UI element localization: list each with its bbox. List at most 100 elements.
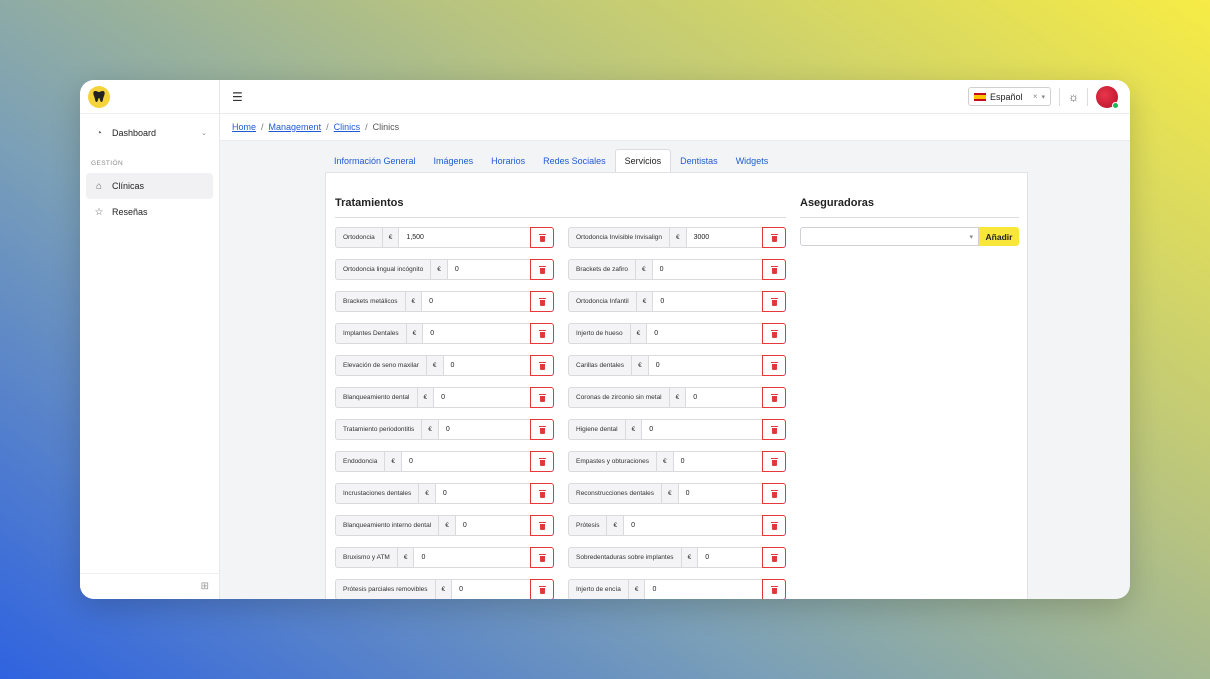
treatment-price-input[interactable]: 0	[437, 419, 530, 440]
delete-treatment-button[interactable]	[762, 291, 786, 312]
delete-treatment-button[interactable]	[530, 547, 554, 568]
breadcrumb: Home / Management / Clinics / Clinics	[220, 114, 1130, 141]
chevron-down-icon: ⌄	[201, 130, 207, 137]
treatment-price-input[interactable]: 0	[641, 419, 762, 440]
menu-icon[interactable]: ☰	[232, 89, 243, 104]
currency-addon: €	[624, 419, 642, 440]
breadcrumb-clinics[interactable]: Clinics	[333, 122, 361, 132]
treatment-price-input[interactable]: 0	[451, 579, 530, 599]
treatment-price-input[interactable]: 0	[652, 291, 762, 312]
currency-addon: €	[396, 547, 414, 568]
delete-treatment-button[interactable]	[530, 355, 554, 376]
sidebar-item-resenas[interactable]: ☆ Reseñas	[86, 199, 213, 225]
tooth-logo-icon[interactable]	[88, 85, 110, 108]
currency-addon: €	[421, 419, 438, 440]
treatment-price-input[interactable]: 0	[446, 259, 530, 280]
breadcrumb-separator: /	[326, 122, 329, 132]
treatment-price-input[interactable]: 0	[422, 323, 530, 344]
breadcrumb-home[interactable]: Home	[232, 122, 257, 132]
sun-icon[interactable]: ☼	[1068, 89, 1079, 104]
delete-treatment-button[interactable]	[530, 579, 554, 599]
delete-treatment-button[interactable]	[762, 515, 786, 536]
treatment-price-input[interactable]: 0	[623, 515, 762, 536]
treatment-row: Empastes y obturaciones €0	[568, 451, 786, 472]
treatment-row: Carillas dentales €0	[568, 355, 786, 376]
trash-icon	[770, 233, 778, 242]
delete-treatment-button[interactable]	[762, 451, 786, 472]
treatment-label: Injerto de encía	[568, 579, 628, 599]
delete-treatment-button[interactable]	[530, 227, 554, 248]
treatment-label: Coronas de zirconio sin metal	[568, 387, 669, 408]
treatment-price-input[interactable]: 0	[454, 515, 530, 536]
chevron-down-icon[interactable]: ▾	[1041, 93, 1045, 101]
treatment-price-input[interactable]: 0	[413, 547, 530, 568]
treatment-row: Injerto de hueso €0	[568, 323, 786, 344]
add-aseguradora-button[interactable]: Añadir	[979, 227, 1019, 246]
tab-bar: Información General Imágenes Horarios Re…	[325, 149, 777, 172]
trash-icon	[538, 265, 546, 274]
treatment-price-input[interactable]: 0	[421, 291, 530, 312]
collapse-sidebar-icon[interactable]: ⊞	[200, 581, 209, 592]
currency-addon: €	[438, 515, 455, 536]
sidebar-item-dashboard[interactable]: ◔ Dashboard ⌄	[86, 120, 213, 146]
delete-treatment-button[interactable]	[530, 323, 554, 344]
servicios-card: Tratamientos Aseguradoras ▾ Añadir Ortod…	[325, 172, 1028, 599]
trash-icon	[770, 297, 778, 306]
tab-imagenes[interactable]: Imágenes	[433, 155, 474, 166]
tab-redes-sociales[interactable]: Redes Sociales	[543, 155, 606, 166]
treatment-price-input[interactable]: 3000	[685, 227, 762, 248]
delete-treatment-button[interactable]	[530, 451, 554, 472]
treatment-price-input[interactable]: 0	[697, 547, 762, 568]
treatment-price-input[interactable]: 0	[434, 483, 530, 504]
delete-treatment-button[interactable]	[762, 483, 786, 504]
treatment-price-input[interactable]: 0	[677, 483, 762, 504]
delete-treatment-button[interactable]	[530, 515, 554, 536]
treatment-price-input[interactable]: 0	[646, 323, 762, 344]
clear-icon[interactable]: ×	[1032, 92, 1038, 101]
delete-treatment-button[interactable]	[530, 483, 554, 504]
delete-treatment-button[interactable]	[762, 387, 786, 408]
spain-flag-icon	[974, 92, 986, 101]
delete-treatment-button[interactable]	[530, 259, 554, 280]
trash-icon	[538, 329, 546, 338]
sidebar-item-clinicas[interactable]: ⌂ Clínicas	[86, 173, 213, 199]
breadcrumb-separator: /	[261, 122, 264, 132]
treatment-row: Coronas de zirconio sin metal €0	[568, 387, 786, 408]
treatment-price-input[interactable]: 0	[400, 451, 530, 472]
breadcrumb-management[interactable]: Management	[268, 122, 322, 132]
delete-treatment-button[interactable]	[530, 419, 554, 440]
treatment-row: Blanqueamiento dental €0	[335, 387, 554, 408]
treatment-label: Tratamiento periodontitis	[335, 419, 422, 440]
delete-treatment-button[interactable]	[762, 547, 786, 568]
treatment-price-input[interactable]: 0	[442, 355, 530, 376]
treatment-price-input[interactable]: 0	[685, 387, 762, 408]
tab-dentistas[interactable]: Dentistas	[680, 155, 718, 166]
tab-informacion-general[interactable]: Información General	[334, 155, 416, 166]
delete-treatment-button[interactable]	[762, 259, 786, 280]
avatar[interactable]	[1096, 85, 1119, 109]
language-select[interactable]: Español × ▾	[968, 87, 1051, 106]
delete-treatment-button[interactable]	[530, 387, 554, 408]
currency-addon: €	[434, 579, 452, 599]
treatment-price-input[interactable]: 0	[647, 355, 762, 376]
trash-icon	[538, 553, 546, 562]
treatment-price-input[interactable]: 0	[433, 387, 530, 408]
delete-treatment-button[interactable]	[762, 323, 786, 344]
tab-widgets[interactable]: Widgets	[735, 155, 769, 166]
treatment-label: Injerto de hueso	[568, 323, 630, 344]
treatment-price-input[interactable]: 0	[672, 451, 762, 472]
delete-treatment-button[interactable]	[762, 419, 786, 440]
delete-treatment-button[interactable]	[762, 579, 786, 599]
tab-horarios[interactable]: Horarios	[491, 155, 526, 166]
delete-treatment-button[interactable]	[530, 291, 554, 312]
delete-treatment-button[interactable]	[762, 355, 786, 376]
delete-treatment-button[interactable]	[762, 227, 786, 248]
tab-servicios[interactable]: Servicios	[614, 149, 672, 172]
treatment-price-input[interactable]: 0	[651, 259, 762, 280]
treatment-price-input[interactable]: 0	[644, 579, 762, 599]
trash-icon	[538, 233, 546, 242]
treatment-label: Empastes y obturaciones	[568, 451, 656, 472]
aseguradoras-select[interactable]: ▾	[800, 227, 979, 246]
trash-icon	[770, 425, 778, 434]
treatment-price-input[interactable]: 1,500	[398, 227, 530, 248]
